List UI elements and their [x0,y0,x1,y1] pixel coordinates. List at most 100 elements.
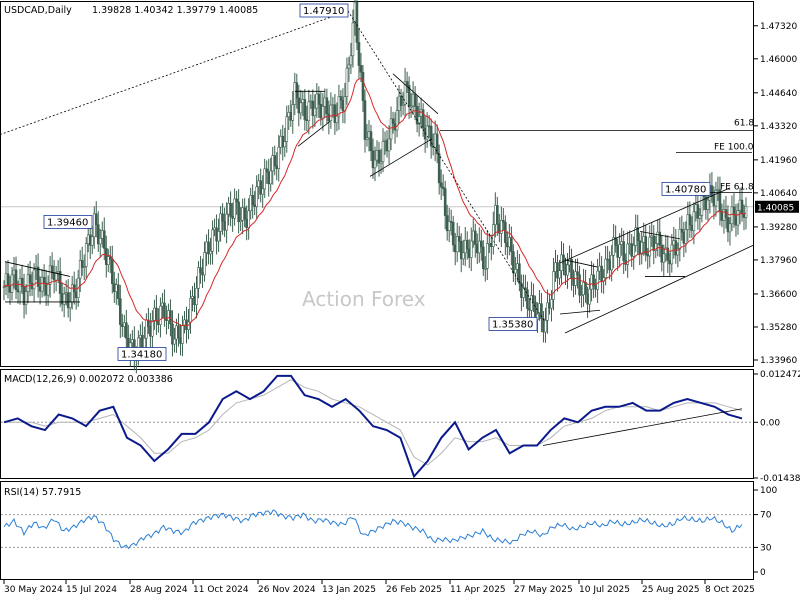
candle-body [486,243,489,269]
candle-body [273,155,277,166]
candle-body [16,289,20,293]
rsi-axis-label: 70 [760,511,772,521]
pattern-line [559,309,601,315]
candle-body [78,260,82,279]
candle-body [638,240,642,255]
moving-average [3,77,747,327]
candle-body [508,237,511,248]
price-axis-label: 1.46000 [760,55,797,65]
price-label-box [488,317,538,331]
candle-body [64,292,68,295]
candle-body [269,170,273,185]
candle-body [6,273,10,287]
rsi-axis-label: 100 [760,486,777,496]
price-annotations: 1.47910 1.39460 1.34180 1.35380 1.40780 61.8 F… [43,3,754,361]
candle-body [542,318,545,333]
candle-body [201,272,204,276]
macd-axis-label: 0.00 [760,418,780,428]
candle-body [502,220,505,223]
candle-body [331,104,335,107]
candle-body [417,116,421,125]
time-axis-label: 13 Jan 2025 [322,585,376,595]
candle-body [375,150,379,161]
candle-body [54,272,58,281]
candle-body [706,199,710,210]
candle-body [684,229,688,244]
chart-ohlc-values: 1.39828 1.40342 1.39779 1.40085 [92,5,258,16]
candle-body [473,230,477,245]
candle-body [447,221,451,232]
price-label: 1.47910 [303,6,344,17]
candle-body [221,213,224,222]
candle-body [84,243,88,267]
price-axis-label: 1.43320 [760,122,797,132]
trend-line-dotted [347,10,546,323]
candle-body [465,239,469,250]
candle-body [457,236,461,242]
candle-body [345,67,349,97]
candle-body [566,264,569,276]
candle-body [66,292,70,309]
candle-body [425,125,429,140]
candle-body [259,180,262,195]
candle-body [175,325,178,340]
candle-body [532,295,535,303]
candle-body [618,244,621,258]
candle-body [463,239,467,254]
candle-body [696,204,700,219]
candle-body [163,302,166,319]
candle-body [628,243,631,246]
candle-body [658,231,662,246]
candle-body [397,95,401,111]
candle-body [714,190,718,207]
channel-lower [564,245,754,334]
candle-body [131,339,134,344]
candle-body [315,93,319,109]
candle-body [263,168,267,190]
candle-body [255,186,258,207]
candle-body [437,153,441,184]
candles [2,0,748,374]
candle-body [245,218,248,228]
candle-body [391,118,395,124]
candle-body [179,337,182,344]
candle-body [562,254,565,265]
candle-body [534,301,537,320]
price-label-box [117,347,167,361]
candle-body [24,291,28,306]
candle-body [648,236,652,257]
candle-body [243,207,246,220]
candle-body [399,95,403,107]
time-axis-label: 8 Oct 2025 [705,585,755,595]
candle-body [359,65,363,73]
time-axis-label: 26 Feb 2025 [386,585,442,595]
price-axis-label: 1.36600 [760,290,797,300]
candle-body [333,104,337,123]
candle-body [626,243,629,265]
time-axis-label: 11 Oct 2024 [193,585,249,595]
candle-body [207,241,210,255]
candle-body [149,326,152,337]
candle-body [92,213,96,238]
candle-body [309,100,313,103]
candle-body [20,277,24,287]
candle-body [275,165,279,169]
candle-body [550,299,553,309]
candle-body [119,298,122,325]
candle-body [167,310,170,321]
macd-label: MACD(12,26,9) 0.002072 0.003386 [4,374,173,385]
candle-body [323,97,327,107]
candle-body [307,101,311,122]
candle-body [277,146,281,169]
candle-body [622,241,625,262]
candle-body [339,96,343,101]
candle-body [744,206,748,218]
watermark: Action Forex [302,287,426,311]
rsi-axis-label: 0 [760,568,766,578]
candle-body [169,310,172,325]
candle-body [373,159,377,169]
candle-body [209,250,212,255]
candle-body [319,104,323,119]
candle-body [10,274,14,293]
candle-body [313,107,317,116]
